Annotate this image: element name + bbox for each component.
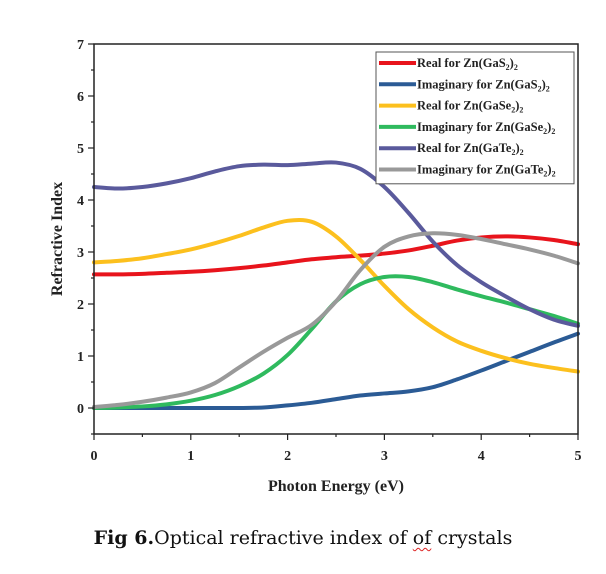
axes: 0 1 2 3 4 5 6 7 0 1 2 3 4 5 xyxy=(77,38,582,464)
y-tick-label: 5 xyxy=(77,142,84,157)
y-tick-label: 4 xyxy=(77,194,84,209)
y-tick-label: 6 xyxy=(77,90,84,105)
x-tick-label: 0 xyxy=(91,449,98,464)
caption-text-end: crystals xyxy=(431,527,513,549)
legend-label: Real for Zn(GaS2)2 xyxy=(417,56,518,72)
x-tick-label: 3 xyxy=(381,449,388,464)
legend-label: Real for Zn(GaSe2)2 xyxy=(417,99,523,115)
y-tick-label: 2 xyxy=(77,298,84,313)
x-tick-label: 1 xyxy=(187,449,194,464)
figure-caption: Fig 6.Optical refractive index of of cry… xyxy=(0,527,606,549)
legend-label: Imaginary for Zn(GaTe2)2 xyxy=(417,163,556,179)
plot-lines xyxy=(92,160,580,411)
x-tick-label: 4 xyxy=(478,449,485,464)
y-axis-title: Refractive Index xyxy=(49,182,66,296)
y-tick-label: 1 xyxy=(77,350,84,365)
y-tick-label: 0 xyxy=(77,402,84,417)
x-axis-title: Photon Energy (eV) xyxy=(268,478,404,495)
x-tick-label: 5 xyxy=(575,449,582,464)
legend-label: Imaginary for Zn(GaSe2)2 xyxy=(417,120,555,136)
series-line-5 xyxy=(92,160,580,328)
caption-spellcheck-word: of xyxy=(412,527,432,549)
legend-label: Real for Zn(GaTe2)2 xyxy=(417,141,524,157)
caption-figure-number: Fig 6. xyxy=(93,527,155,549)
x-tick-label: 2 xyxy=(284,449,291,464)
legend-label: Imaginary for Zn(GaS2)2 xyxy=(417,77,550,93)
y-tick-label: 7 xyxy=(77,38,84,53)
series-line-6 xyxy=(92,231,580,409)
legend-box xyxy=(375,51,575,185)
legend: Real for Zn(GaS2)2 Imaginary for Zn(GaS2)… xyxy=(375,51,575,185)
series-line-3 xyxy=(92,217,580,374)
series-line-2 xyxy=(92,331,580,411)
y-tick-label: 3 xyxy=(77,246,84,261)
caption-text: Optical refractive index of xyxy=(154,527,413,549)
series-line-1 xyxy=(92,234,580,277)
